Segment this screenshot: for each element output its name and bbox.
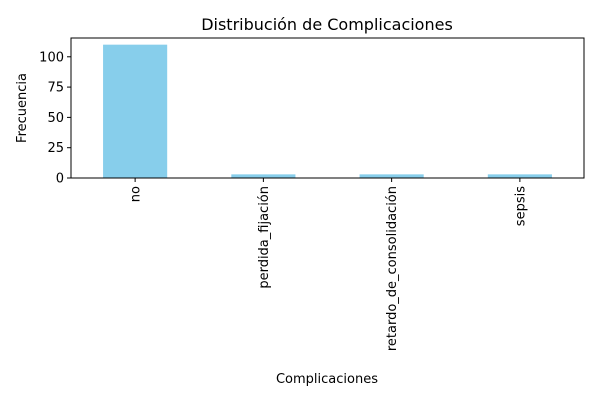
y-tick-label-75: 75	[47, 81, 64, 96]
x-tick-label-perdida-fijacion: perdida_fijación	[257, 186, 272, 289]
bars-layer	[103, 44, 552, 178]
x-axis-label: Complicaciones	[276, 372, 378, 387]
x-axis: no perdida_fijación retardo_de_consolidaci…	[129, 178, 528, 351]
bar-no	[103, 44, 168, 178]
y-axis-label: Frecuencia	[15, 73, 30, 143]
y-tick-label-25: 25	[47, 141, 64, 156]
y-tick-label-100: 100	[39, 50, 64, 65]
x-tick-label-no: no	[129, 186, 144, 202]
y-tick-label-0: 0	[56, 172, 64, 187]
plot-frame	[70, 37, 585, 179]
chart-title: Distribución de Complicaciones	[201, 15, 453, 34]
x-tick-label-retardo-de-consolidacion: retardo_de_consolidación	[385, 186, 400, 351]
y-axis: 0 25 50 75 100	[39, 50, 71, 187]
y-tick-label-50: 50	[47, 111, 64, 126]
x-tick-label-sepsis: sepsis	[513, 186, 528, 226]
bar-perdida-fijacion	[231, 174, 296, 178]
bar-sepsis	[487, 174, 552, 178]
bar-retardo-de-consolidacion	[359, 174, 424, 178]
